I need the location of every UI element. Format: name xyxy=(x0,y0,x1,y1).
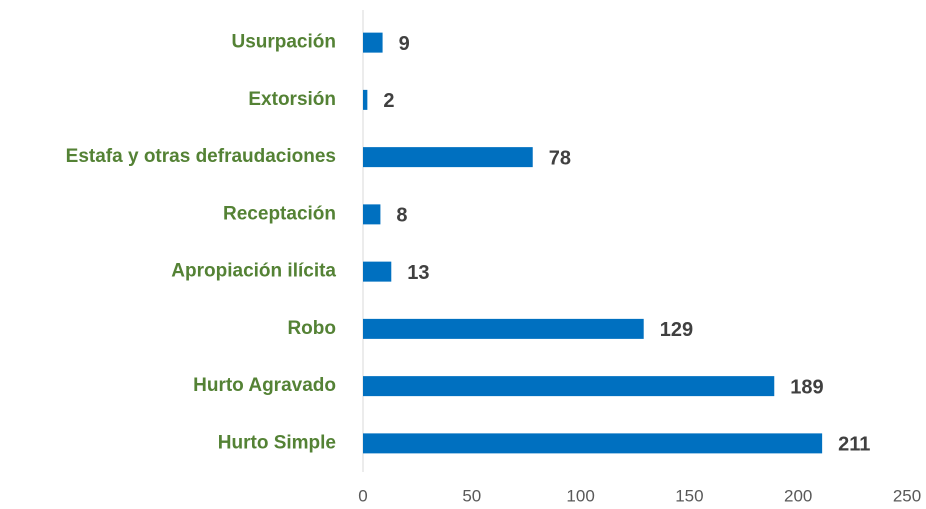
x-tick-label: 250 xyxy=(893,486,921,505)
bar xyxy=(363,147,533,168)
x-tick-label: 0 xyxy=(358,486,367,505)
bar xyxy=(363,204,381,225)
y-tick-label: Usurpación xyxy=(231,32,336,53)
bar xyxy=(363,433,823,454)
value-label: 2 xyxy=(383,90,394,112)
value-label: 13 xyxy=(407,262,429,284)
bar xyxy=(363,32,383,53)
x-tick-label: 150 xyxy=(675,486,703,505)
y-tick-label: Robo xyxy=(287,318,336,339)
value-label: 8 xyxy=(396,205,407,227)
bar xyxy=(363,261,392,282)
bar xyxy=(363,89,368,110)
value-label: 78 xyxy=(549,147,571,169)
bar xyxy=(363,318,644,339)
x-tick-label: 200 xyxy=(784,486,812,505)
y-tick-label: Extorsión xyxy=(248,89,336,110)
bar xyxy=(363,376,775,397)
value-label: 211 xyxy=(838,434,870,456)
y-tick-label: Receptación xyxy=(223,203,336,224)
y-tick-label: Apropiación ilícita xyxy=(171,261,336,282)
value-label: 129 xyxy=(660,319,693,341)
y-tick-label: Hurto Agravado xyxy=(193,375,336,396)
value-label: 9 xyxy=(399,33,410,55)
y-tick-label: Hurto Simple xyxy=(218,432,336,453)
value-label: 189 xyxy=(790,376,823,398)
x-tick-label: 50 xyxy=(462,486,481,505)
x-tick-label: 100 xyxy=(566,486,594,505)
y-tick-label: Estafa y otras defraudaciones xyxy=(66,146,336,167)
